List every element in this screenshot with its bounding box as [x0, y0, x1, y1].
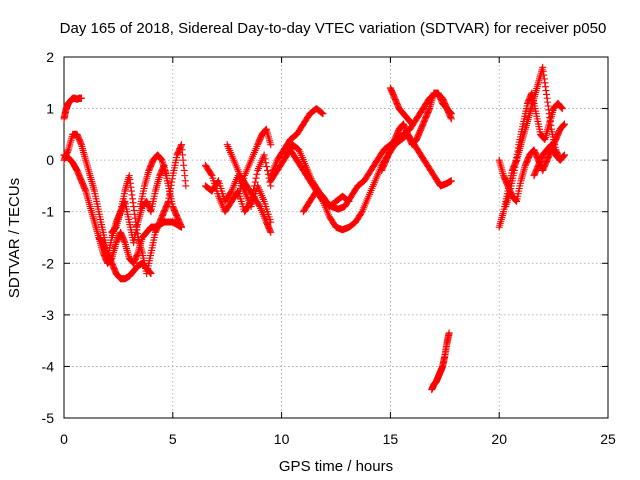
series-arc-k: [267, 105, 327, 180]
y-tick-label: -5: [42, 410, 55, 426]
data-point-interp: [263, 166, 271, 174]
data-point: [556, 156, 564, 164]
data-point: [345, 197, 353, 205]
y-tick-label: 2: [46, 49, 54, 65]
data-point: [162, 172, 170, 180]
data-point: [77, 94, 85, 102]
data-point-interp: [246, 199, 254, 207]
data-point: [560, 120, 568, 128]
data-point: [445, 329, 453, 337]
data-point-interp: [252, 174, 260, 182]
plot-frame: [63, 56, 609, 419]
data-point-interp: [214, 178, 222, 186]
y-tick-label: 0: [46, 152, 54, 168]
x-tick-label: 25: [600, 431, 616, 447]
data-point-interp: [227, 188, 235, 196]
data-point-interp: [251, 178, 259, 186]
x-tick-label: 10: [274, 431, 290, 447]
x-tick-label: 20: [491, 431, 507, 447]
series-arc-q: [428, 329, 453, 394]
data-point-interp: [344, 197, 352, 205]
y-tick-label: 1: [46, 101, 54, 117]
data-point: [267, 141, 275, 149]
y-tick-label: -2: [42, 255, 55, 271]
data-point-interp: [343, 196, 351, 204]
data-point: [178, 223, 186, 231]
y-tick-label: -4: [42, 358, 55, 374]
data-point-interp: [255, 201, 263, 209]
data-point: [408, 120, 416, 128]
data-point: [319, 110, 327, 118]
data-point-interp: [261, 155, 269, 163]
data-point: [260, 151, 268, 159]
y-axis-label: SDTVAR / TECUs: [6, 178, 23, 298]
x-axis-label: GPS time / hours: [279, 458, 393, 475]
data-point: [267, 228, 275, 236]
x-tick-label: 0: [60, 431, 68, 447]
series-arc-p: [386, 84, 416, 128]
x-tick-label: 15: [383, 431, 399, 447]
series-arc-j: [234, 125, 275, 200]
data-point-interp: [253, 170, 261, 178]
data-point: [447, 110, 455, 118]
data-point-interp: [262, 159, 270, 167]
data-point-interp: [357, 209, 365, 217]
series-arc-a: [60, 94, 85, 123]
series-arc-u: [530, 141, 564, 180]
data-point: [182, 182, 190, 190]
y-tick-label: -1: [42, 204, 55, 220]
axis-ticks: 0 5 10 15 20 25 -5 -4 -3 -2 -1 0 1 2: [42, 49, 616, 447]
data-point-interp: [317, 108, 325, 116]
data-point-interp: [318, 109, 326, 117]
series-arc-s: [495, 120, 568, 205]
x-tick-label: 5: [169, 431, 177, 447]
series-arc-f: [136, 151, 170, 211]
chart-title: Day 165 of 2018, Sidereal Day-to-day VTE…: [60, 20, 607, 37]
data-point: [558, 105, 566, 113]
series-arc-n: [299, 187, 353, 216]
series-arc-e: [108, 141, 190, 278]
data-point-interp: [207, 170, 215, 178]
series-arc-i: [223, 141, 275, 236]
data-point: [447, 177, 455, 185]
data-point-interp: [250, 182, 258, 190]
data-point-interp: [263, 163, 271, 171]
series-arc-t: [502, 89, 566, 211]
data-point: [560, 151, 568, 159]
data-marks: [60, 63, 568, 394]
y-tick-label: -3: [42, 307, 55, 323]
series-arc-o: [378, 89, 455, 174]
